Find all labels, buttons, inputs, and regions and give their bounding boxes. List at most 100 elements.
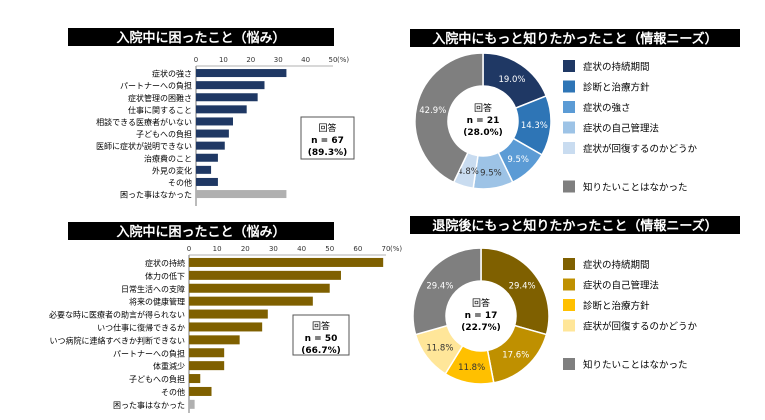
bar-chart-0-title-bg xyxy=(68,28,334,46)
donut-hole xyxy=(449,87,517,155)
pie-value-label: 9.5% xyxy=(507,155,529,165)
x-unit-label: (%) xyxy=(390,245,402,253)
bar xyxy=(196,69,287,78)
bar xyxy=(196,141,225,150)
pie-slice xyxy=(412,247,482,336)
pie-slice xyxy=(414,52,484,184)
legend-swatch xyxy=(563,258,575,270)
bar xyxy=(189,335,240,345)
pie-value-label: 14.3% xyxy=(521,121,548,131)
answer-box xyxy=(292,314,350,356)
bar xyxy=(189,283,330,293)
category-label: 相談できる医療者がいない xyxy=(96,117,192,127)
category-label: 症状の強さ xyxy=(152,69,192,79)
legend-label: 症状の自己管理法 xyxy=(583,123,659,135)
x-tick-label: 0 xyxy=(187,245,191,253)
answer-n: n = 67 xyxy=(311,136,344,146)
pie-value-label: 11.8% xyxy=(458,363,485,373)
pie-value-label: 29.4% xyxy=(426,281,453,291)
bar xyxy=(189,322,263,332)
bar xyxy=(189,399,195,409)
center-rate: (28.0%) xyxy=(463,128,502,138)
bar-chart-2-title: 入院中に困ったこと（悩み） xyxy=(116,224,285,240)
category-label: 必要な時に医療者の助言が得られない xyxy=(49,310,185,320)
x-tick-label: 30 xyxy=(269,245,278,253)
legend-label: 症状の持続期間 xyxy=(583,259,650,271)
answer-rate: (89.3%) xyxy=(308,148,347,158)
legend-swatch xyxy=(563,80,575,93)
legend-label: 症状の自己管理法 xyxy=(583,280,659,292)
pie-slice xyxy=(480,247,550,336)
center-label: 回答 xyxy=(474,102,492,114)
bar xyxy=(189,257,384,267)
legend-label: 症状の強さ xyxy=(583,102,631,114)
legend-swatch xyxy=(563,60,575,72)
pie-chart-1-title: 入院中にもっと知りたかったこと（情報ニーズ） xyxy=(432,31,717,47)
legend-label: 診断と治療方針 xyxy=(583,82,650,94)
answer-label: 回答 xyxy=(318,122,336,134)
bar xyxy=(189,361,225,371)
category-label: いつ仕事に復帰できるか xyxy=(97,322,185,332)
pie-chart-3-title-bg xyxy=(410,216,740,234)
category-label: 症状の持続 xyxy=(145,258,185,268)
bar xyxy=(196,117,233,126)
category-label: 治療費のこと xyxy=(144,153,192,163)
bar xyxy=(189,309,268,319)
legend-label: 症状の持続期間 xyxy=(583,61,650,73)
legend-swatch xyxy=(563,121,575,134)
pie-chart-3-title: 退院後にもっと知りたかったこと（情報ニーズ） xyxy=(432,218,717,234)
category-label: 症状管理の困難さ xyxy=(128,93,192,103)
donut-hole xyxy=(447,282,515,350)
category-label: 日常生活への支障 xyxy=(121,284,185,294)
pie-value-label: 19.0% xyxy=(498,75,525,85)
category-label: 体重減少 xyxy=(153,361,185,371)
pie-value-label: 29.4% xyxy=(509,281,536,291)
bar xyxy=(196,165,212,174)
center-n: n = 21 xyxy=(467,116,500,126)
x-tick-label: 40 xyxy=(301,56,310,64)
legend-swatch xyxy=(563,180,575,193)
bar xyxy=(196,81,265,90)
legend-swatch xyxy=(563,278,575,291)
bar xyxy=(189,348,225,358)
category-label: 困った事はなかった xyxy=(120,190,192,200)
category-label: その他 xyxy=(161,387,185,397)
bar xyxy=(189,386,212,396)
legend-swatch xyxy=(563,142,575,154)
answer-n: n = 50 xyxy=(305,334,338,344)
pie-chart-1-title-bg xyxy=(410,29,740,47)
bar xyxy=(196,105,247,114)
center-rate: (22.7%) xyxy=(461,323,500,333)
x-tick-label: 10 xyxy=(213,245,222,253)
bar xyxy=(196,129,229,138)
bar-chart-2-title-bg xyxy=(68,222,334,240)
x-tick-label: 30 xyxy=(274,56,283,64)
x-tick-label: 20 xyxy=(241,245,250,253)
pie-value-label: 4.8% xyxy=(457,167,479,177)
bar xyxy=(189,270,341,280)
legend-swatch xyxy=(563,358,575,370)
bar xyxy=(196,190,287,199)
center-label: 回答 xyxy=(472,297,490,309)
category-label: 困った事はなかった xyxy=(113,400,185,410)
bar xyxy=(189,296,313,306)
category-label: 子どもへの負担 xyxy=(129,374,185,384)
bar xyxy=(196,177,218,186)
category-label: パートナーへの負担 xyxy=(113,348,185,358)
category-label: パートナーへの負担 xyxy=(120,81,192,91)
center-n: n = 17 xyxy=(465,311,498,321)
legend-swatch xyxy=(563,101,575,113)
bar xyxy=(196,153,218,162)
legend-label: 知りたいことはなかった xyxy=(583,182,688,194)
x-tick-label: 20 xyxy=(246,56,255,64)
legend-label: 診断と治療方針 xyxy=(583,300,650,312)
bar xyxy=(189,374,201,384)
pie-value-label: 11.8% xyxy=(426,344,453,354)
legend-label: 症状が回復するのかどうか xyxy=(583,143,698,155)
answer-rate: (66.7%) xyxy=(301,346,340,356)
bar xyxy=(196,93,258,102)
category-label: 医師に症状が説明できない xyxy=(96,141,192,151)
legend-label: 症状が回復するのかどうか xyxy=(583,321,698,333)
x-tick-label: 40 xyxy=(297,245,306,253)
